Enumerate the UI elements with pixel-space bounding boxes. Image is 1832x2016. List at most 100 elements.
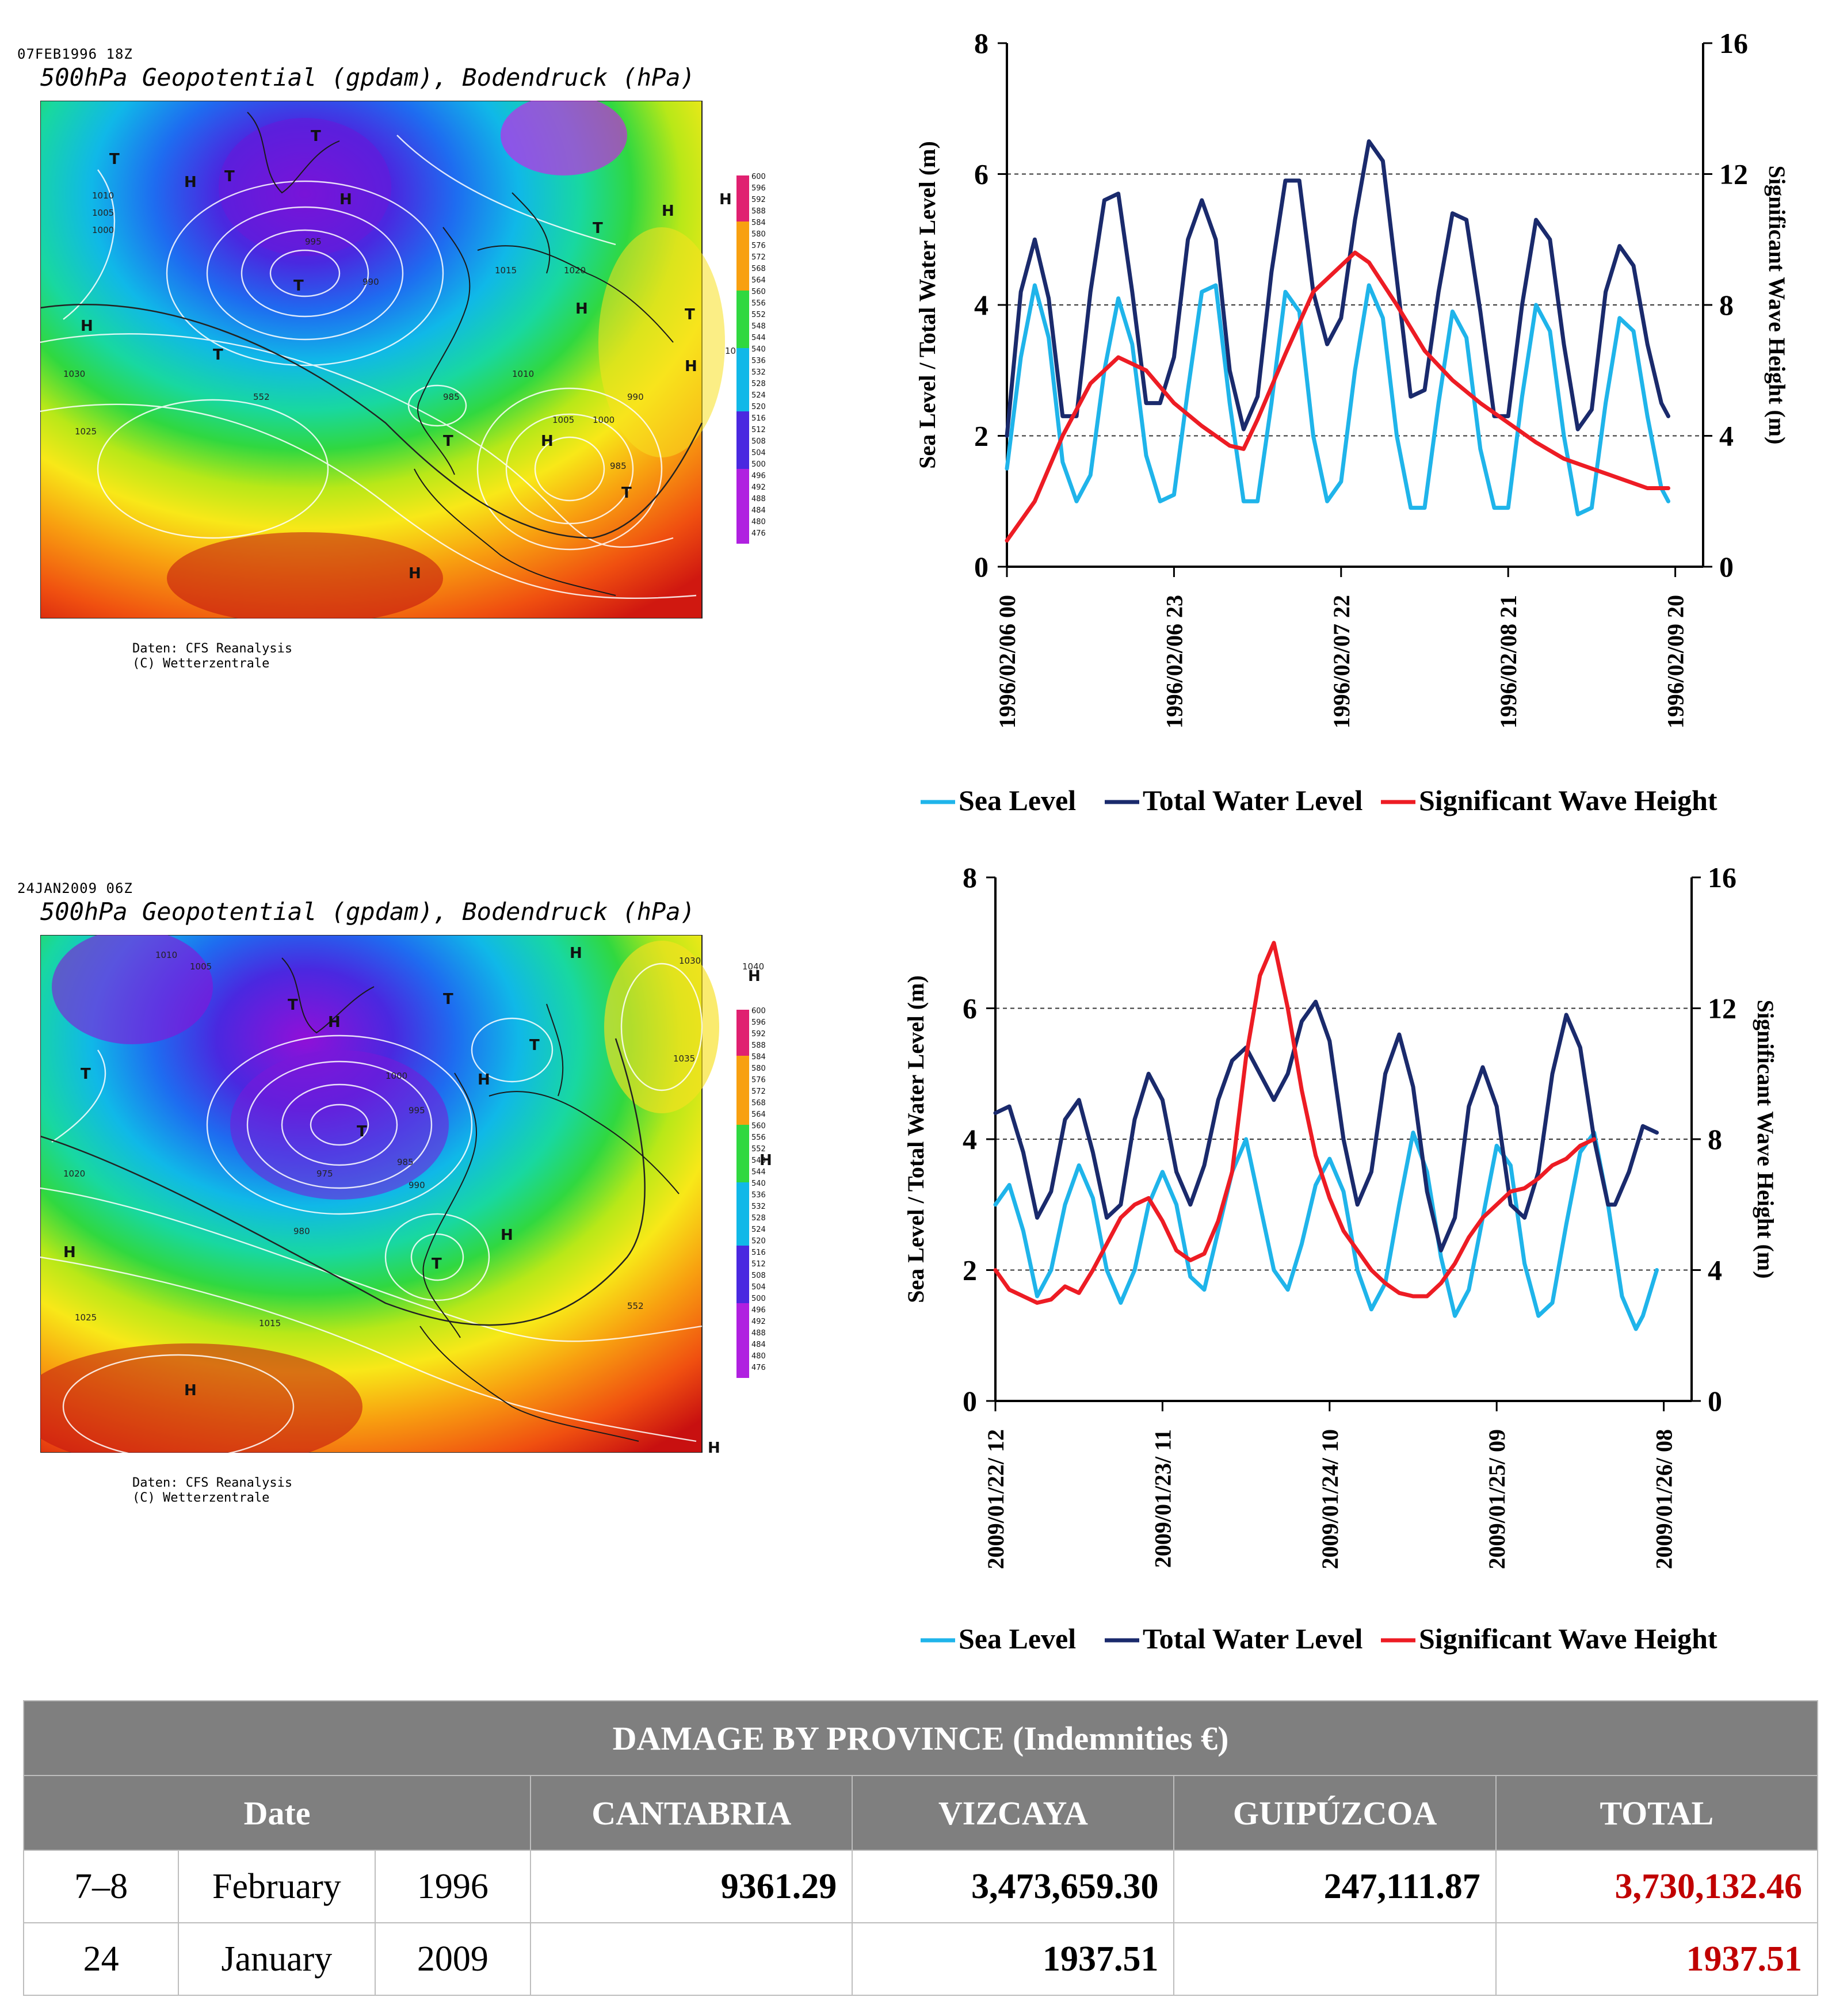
y-tick-label-left: 6: [974, 158, 988, 190]
svg-text:524: 524: [751, 1225, 766, 1234]
x-tick-label: 1996/02/06 23: [1161, 595, 1187, 728]
isobars: [40, 135, 697, 600]
svg-text:596: 596: [751, 1018, 766, 1027]
svg-text:516: 516: [751, 1248, 766, 1257]
svg-text:488: 488: [751, 495, 766, 503]
cell-vizcaya: 1937.51: [852, 1922, 1175, 1996]
marker: H: [748, 968, 761, 985]
svg-text:512: 512: [751, 426, 766, 434]
svg-text:1000: 1000: [92, 225, 114, 235]
marker: T: [357, 1123, 367, 1140]
svg-text:1035: 1035: [673, 1053, 695, 1064]
svg-text:480: 480: [751, 518, 766, 526]
cell-vizcaya: 3,473,659.30: [852, 1850, 1175, 1923]
y-axis-title-right: Significant Wave Height (m): [1764, 166, 1790, 445]
y-tick-label-left: 2: [974, 420, 988, 452]
svg-text:580: 580: [751, 230, 766, 239]
svg-text:484: 484: [751, 1341, 766, 1349]
map-canvas: T T H T H H T H T H H H T H H 1010 1005 …: [40, 935, 771, 1453]
svg-text:528: 528: [751, 1214, 766, 1223]
cell-cantabria: [530, 1922, 853, 1996]
svg-text:508: 508: [751, 1272, 766, 1280]
weather-map-2009: 24JAN2009 06Z 500hPa Geopotential (gpdam…: [17, 880, 771, 1513]
x-tick-label: 2009/01/25/ 09: [1484, 1429, 1510, 1569]
legend-label: Sea Level: [959, 1622, 1076, 1655]
marker: T: [443, 991, 453, 1008]
svg-text:536: 536: [751, 1191, 766, 1200]
y-tick-label-right: 16: [1708, 861, 1736, 894]
colour-scale: 600 596 592 588 584 580 576 572 568 564 …: [736, 173, 766, 544]
svg-text:476: 476: [751, 529, 766, 538]
water-level-chart-1996: 0 2 4 6 8 0 4 8 12 16 Sea Level / Total Water Leve…: [914, 27, 1790, 816]
marker: H: [685, 358, 697, 375]
series-line-significant-wave-height: [1005, 250, 1670, 543]
y-tick-label-right: 0: [1708, 1385, 1722, 1417]
marker: H: [184, 1382, 197, 1399]
series-line-significant-wave-height: [993, 941, 1597, 1305]
marker: T: [224, 168, 235, 185]
svg-text:995: 995: [409, 1105, 425, 1116]
y-tick-label-right: 0: [1719, 551, 1734, 583]
col-guipuzcoa: GUIPÚZCOA: [1173, 1775, 1497, 1851]
marker: H: [501, 1227, 513, 1244]
y-tick-label-right: 16: [1719, 27, 1748, 59]
cell-year: 1996: [374, 1850, 532, 1923]
legend-label: Sea Level: [959, 784, 1076, 816]
svg-text:528: 528: [751, 380, 766, 388]
col-total: TOTAL: [1495, 1775, 1819, 1851]
trough-2: [52, 935, 213, 1044]
svg-text:1010: 1010: [155, 950, 177, 960]
svg-text:572: 572: [751, 253, 766, 262]
svg-text:492: 492: [751, 1318, 766, 1326]
y-tick-label-right: 8: [1708, 1123, 1722, 1155]
map-timestamp: 24JAN2009 06Z: [17, 880, 133, 896]
svg-text:556: 556: [751, 299, 766, 308]
svg-text:588: 588: [751, 1041, 766, 1050]
svg-text:1015: 1015: [259, 1318, 281, 1328]
y-tick-label-left: 2: [963, 1254, 977, 1286]
svg-text:1005: 1005: [92, 208, 114, 218]
svg-text:476: 476: [751, 1364, 766, 1372]
marker: H: [478, 1071, 490, 1089]
svg-text:516: 516: [751, 414, 766, 423]
legend-label: Significant Wave Height: [1419, 784, 1718, 816]
svg-text:1030: 1030: [679, 956, 701, 966]
ridge-2: [598, 227, 725, 457]
marker: T: [293, 277, 304, 295]
svg-text:1040: 1040: [742, 961, 764, 972]
svg-text:492: 492: [751, 483, 766, 492]
marker: T: [311, 128, 321, 145]
y-tick-label-right: 12: [1708, 992, 1736, 1025]
marker: H: [184, 174, 197, 191]
map-title: 500hPa Geopotential (gpdam), Bodendruck …: [40, 63, 695, 91]
svg-text:1005: 1005: [552, 415, 574, 425]
x-tick-label: 2009/01/22/ 12: [983, 1429, 1009, 1569]
svg-text:584: 584: [751, 1053, 766, 1062]
marker: T: [432, 1255, 442, 1273]
svg-text:496: 496: [751, 1306, 766, 1315]
y-tick-label-left: 4: [974, 289, 988, 321]
col-date: Date: [22, 1775, 532, 1851]
legend-label: Total Water Level: [1143, 1622, 1363, 1655]
svg-text:500: 500: [751, 1295, 766, 1303]
map-canvas: T T T T H H H T H T T H H T T H H H 1010…: [40, 101, 766, 618]
marker: H: [575, 300, 588, 318]
y-tick-label-left: 6: [963, 992, 977, 1025]
svg-text:544: 544: [751, 1168, 766, 1177]
marker: T: [621, 484, 632, 502]
svg-text:532: 532: [751, 1202, 766, 1211]
svg-text:520: 520: [751, 403, 766, 411]
y-axis-title-left: Sea Level / Total Water Level (m): [914, 141, 940, 469]
x-tick-label: 2009/01/23/ 11: [1150, 1429, 1175, 1568]
y-tick-label-left: 8: [963, 861, 977, 894]
svg-text:1020: 1020: [564, 265, 586, 276]
ridge-1: [167, 532, 443, 618]
svg-text:560: 560: [751, 288, 766, 296]
cell-day: 7–8: [22, 1850, 180, 1923]
cell-year: 2009: [374, 1922, 532, 1996]
scale-labels: 600 596 592 588 584 580 576 572 568 564 …: [751, 173, 766, 538]
marker: T: [288, 996, 298, 1014]
marker: H: [409, 565, 421, 582]
cell-total: 1937.51: [1495, 1922, 1819, 1996]
svg-text:500: 500: [751, 460, 766, 469]
